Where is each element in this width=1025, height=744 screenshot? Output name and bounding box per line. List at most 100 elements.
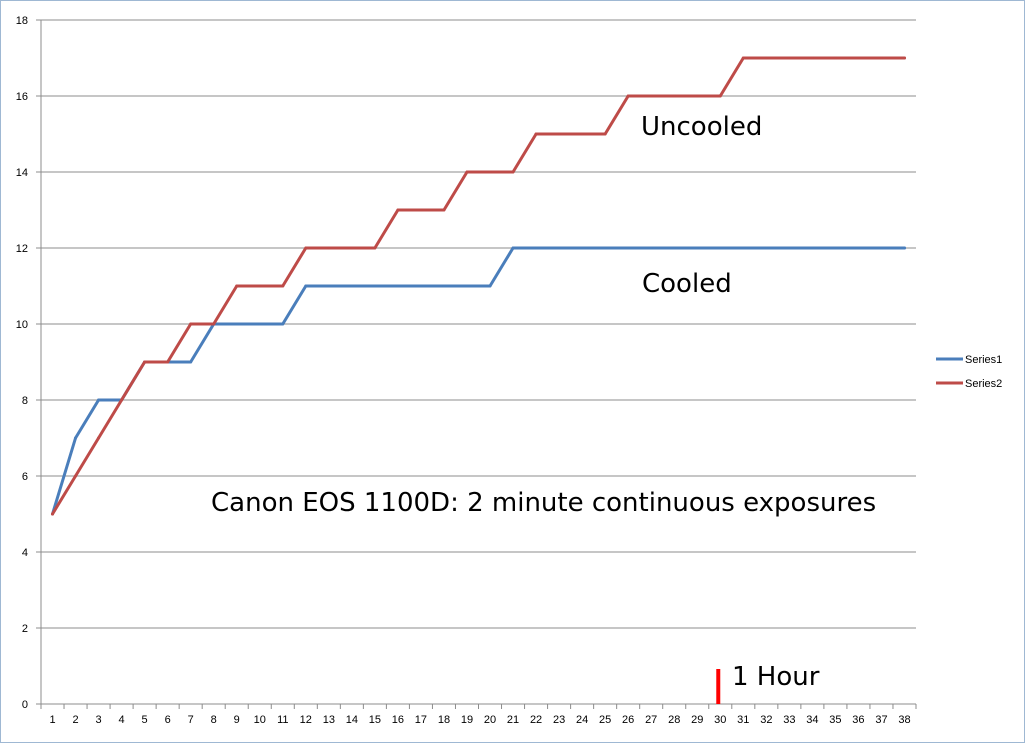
x-tick-label: 11	[277, 714, 288, 726]
x-tick-label: 25	[599, 714, 611, 726]
data-point	[741, 56, 745, 60]
x-tick-label: 31	[737, 714, 749, 726]
data-point	[695, 94, 699, 98]
data-point	[810, 246, 814, 250]
data-point	[902, 56, 906, 60]
y-tick-label: 8	[22, 395, 28, 407]
data-point	[51, 512, 55, 516]
data-point	[442, 208, 446, 212]
x-tick-label: 32	[760, 714, 772, 726]
x-tick-label: 4	[119, 714, 125, 726]
gridlines	[41, 19, 916, 629]
x-tick-label: 6	[165, 714, 171, 726]
data-point	[235, 322, 239, 326]
data-point	[511, 170, 515, 174]
x-tick-label: 38	[898, 714, 910, 726]
data-point	[764, 246, 768, 250]
x-tick-label: 8	[211, 714, 217, 726]
data-point	[695, 246, 699, 250]
y-tick-label: 6	[22, 471, 28, 483]
data-point	[304, 246, 308, 250]
x-tick-label: 20	[484, 714, 496, 726]
data-point	[442, 284, 446, 288]
x-tick-label: 3	[96, 714, 102, 726]
data-point	[580, 132, 584, 136]
legend-label-series2: Series2	[965, 378, 1002, 390]
data-point	[281, 284, 285, 288]
x-tick-label: 15	[369, 714, 381, 726]
x-tick-label: 33	[783, 714, 795, 726]
annotation-caption: Canon EOS 1100D: 2 minute continuous exp…	[211, 488, 876, 518]
data-point	[166, 360, 170, 364]
legend: Series1 Series2	[936, 354, 1002, 390]
x-tick-label: 14	[346, 714, 358, 726]
x-tick-label: 36	[852, 714, 864, 726]
data-point	[856, 56, 860, 60]
data-point	[557, 246, 561, 250]
series-line-series1	[51, 246, 906, 516]
data-point	[741, 246, 745, 250]
y-tick-label: 0	[22, 699, 28, 711]
y-tick-label: 18	[16, 15, 28, 27]
data-point	[580, 246, 584, 250]
data-point	[189, 360, 193, 364]
data-point	[833, 56, 837, 60]
data-point	[74, 474, 78, 478]
data-point	[350, 246, 354, 250]
data-point	[97, 436, 101, 440]
data-point	[718, 246, 722, 250]
y-tick-label: 10	[16, 319, 28, 331]
data-point	[304, 284, 308, 288]
x-tick-label: 1	[49, 714, 55, 726]
data-point	[787, 246, 791, 250]
data-point	[626, 94, 630, 98]
x-tick-label: 26	[622, 714, 634, 726]
data-point	[120, 398, 124, 402]
data-point	[350, 284, 354, 288]
data-point	[879, 56, 883, 60]
data-point	[281, 322, 285, 326]
data-point	[810, 56, 814, 60]
legend-label-series1: Series1	[965, 354, 1002, 366]
data-point	[557, 132, 561, 136]
x-tick-label: 7	[188, 714, 194, 726]
x-tick-label: 23	[553, 714, 565, 726]
data-point	[672, 246, 676, 250]
annotations: Uncooled Cooled Canon EOS 1100D: 2 minute …	[211, 112, 876, 704]
data-point	[235, 284, 239, 288]
data-point	[419, 208, 423, 212]
data-point	[488, 284, 492, 288]
data-point	[649, 94, 653, 98]
x-tick-label: 29	[691, 714, 703, 726]
annotation-uncooled: Uncooled	[641, 112, 762, 142]
data-point	[419, 284, 423, 288]
y-tick-label: 14	[16, 167, 28, 179]
data-point	[902, 246, 906, 250]
data-point	[143, 360, 147, 364]
x-tick-label: 5	[142, 714, 148, 726]
x-tick-label: 24	[576, 714, 588, 726]
y-tick-label: 2	[22, 623, 28, 635]
x-tick-label: 10	[254, 714, 266, 726]
data-point	[258, 322, 262, 326]
data-point	[465, 170, 469, 174]
x-tick-label: 27	[645, 714, 657, 726]
data-point	[373, 284, 377, 288]
x-tick-label: 30	[714, 714, 726, 726]
data-point	[626, 246, 630, 250]
data-point	[396, 284, 400, 288]
data-point	[649, 246, 653, 250]
x-tick-label: 9	[234, 714, 240, 726]
data-point	[488, 170, 492, 174]
y-tick-label: 12	[16, 243, 28, 255]
data-point	[511, 246, 515, 250]
y-tick-label: 16	[16, 91, 28, 103]
data-point	[534, 132, 538, 136]
data-point	[258, 284, 262, 288]
series-lines	[51, 56, 906, 516]
x-tick-label: 19	[461, 714, 473, 726]
data-point	[327, 246, 331, 250]
